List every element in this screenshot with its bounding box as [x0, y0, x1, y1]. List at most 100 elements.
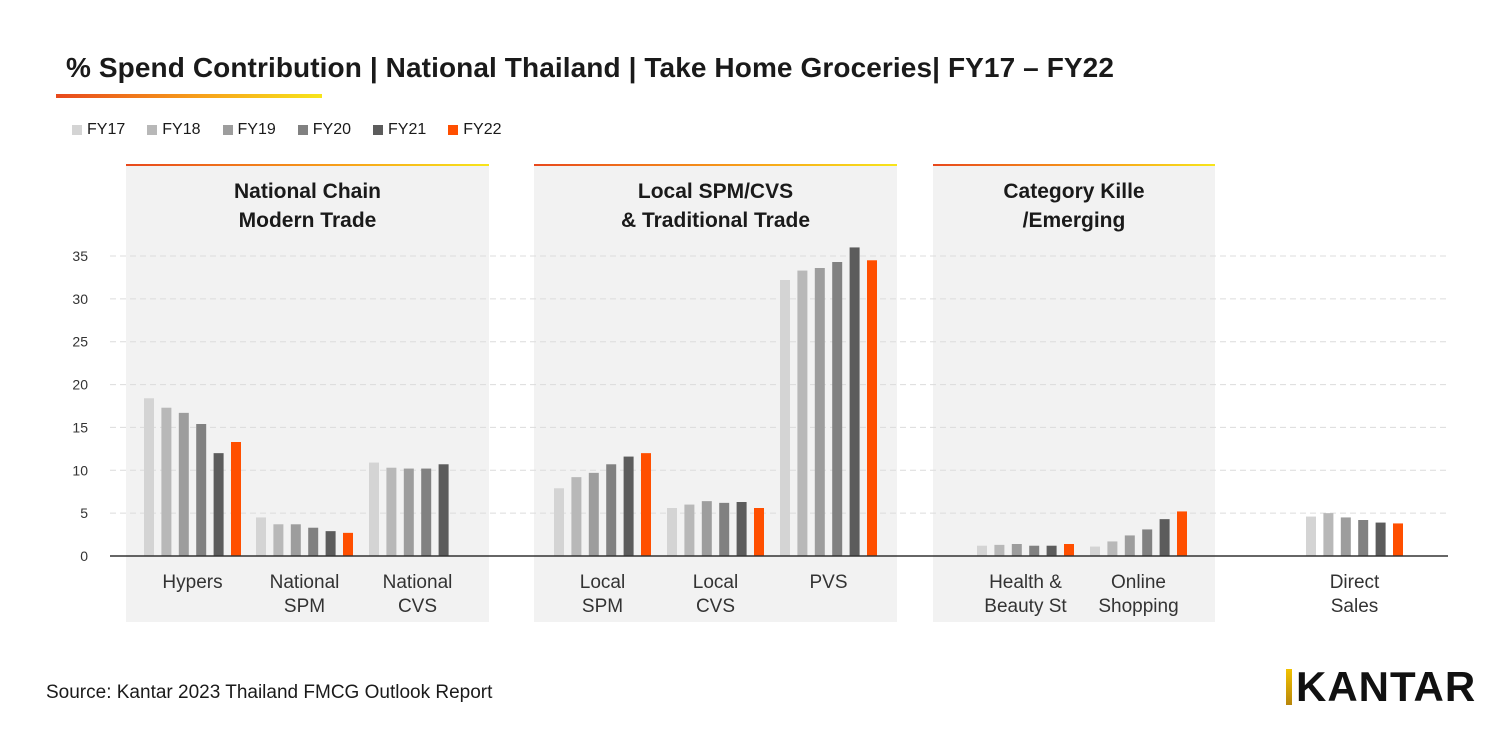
y-tick-label: 20 — [72, 377, 88, 393]
x-tick-label: Direct Sales — [1330, 572, 1380, 617]
bar-fy19 — [178, 412, 189, 556]
legend-label: FY20 — [312, 121, 351, 138]
bar-fy22 — [343, 532, 353, 556]
bar-fy18 — [1323, 513, 1334, 556]
bar-fy19 — [701, 501, 712, 556]
y-tick-label: 35 — [72, 248, 88, 264]
bar-fy18 — [273, 524, 284, 556]
bar-fy19 — [1124, 535, 1135, 556]
bar-fy19 — [1011, 544, 1022, 556]
legend-item-fy17: FY17 — [72, 121, 125, 139]
bar-fy18 — [994, 544, 1005, 556]
legend-label: FY22 — [463, 121, 502, 138]
x-tick-label: Online Shopping — [1098, 572, 1178, 617]
legend-label: FY17 — [87, 121, 126, 138]
bar-fy19 — [403, 468, 414, 556]
legend-item-fy19: FY19 — [222, 121, 276, 139]
bar-fy21 — [325, 531, 336, 556]
grid-lines: 0 5 10 15 20 25 30 35 — [72, 248, 1448, 564]
legend-label: FY18 — [162, 121, 201, 138]
group-panel-accent — [126, 164, 489, 166]
chart-title: % Spend Contribution | National Thailand… — [66, 52, 1115, 83]
source-note: Source: Kantar 2023 Thailand FMCG Outloo… — [46, 682, 493, 703]
legend-swatch — [297, 125, 308, 135]
legend-item-fy22: FY22 — [448, 121, 502, 139]
bar-fy17 — [1090, 546, 1100, 556]
y-tick-label: 10 — [72, 462, 88, 478]
bar-fy17 — [667, 508, 677, 556]
group-label: Local SPM/CVS & Traditional Trade — [621, 180, 810, 232]
bar-fy19 — [290, 524, 301, 556]
bar-fy19 — [814, 268, 825, 556]
bar-fy20 — [1029, 545, 1040, 556]
bar-fy22 — [867, 260, 877, 556]
bar-fy20 — [719, 502, 730, 556]
bar-fy20 — [1142, 529, 1153, 556]
bar-fy21 — [623, 456, 634, 556]
legend-label: FY21 — [388, 121, 427, 138]
bars — [110, 247, 1448, 557]
bar-fy20 — [196, 424, 207, 556]
bar-fy19 — [1340, 517, 1351, 556]
legend-label: FY19 — [237, 121, 276, 138]
bar-fy22 — [641, 453, 651, 556]
y-tick-label: 25 — [72, 334, 88, 350]
bar-fy20 — [832, 262, 843, 556]
bar-fy18 — [1107, 541, 1118, 556]
bar-fy17 — [977, 545, 987, 556]
bar-fy17 — [1306, 516, 1316, 556]
bar-fy20 — [421, 468, 432, 556]
legend-swatch — [448, 125, 459, 135]
group-panel-accent — [534, 164, 897, 166]
group-panel-accent — [933, 164, 1215, 166]
legend-swatch — [72, 125, 82, 135]
legend-swatch — [222, 125, 233, 135]
legend-swatch — [147, 125, 158, 135]
bar-fy17 — [256, 517, 266, 556]
bar-fy22 — [1393, 523, 1403, 556]
legend-item-fy21: FY21 — [373, 121, 426, 139]
x-tick-label: Hypers — [162, 572, 222, 593]
x-tick-label: National CVS — [383, 572, 453, 617]
bar-fy17 — [780, 280, 790, 556]
group-panel — [534, 165, 897, 622]
bar-fy20 — [1358, 520, 1369, 556]
bar-fy21 — [736, 502, 747, 556]
group-label: Category Kille/Emerging — [1003, 180, 1144, 232]
bar-fy17 — [369, 462, 379, 556]
x-tick-label: Local CVS — [693, 572, 738, 617]
legend-swatch — [373, 125, 383, 135]
bar-fy21 — [849, 247, 860, 556]
y-tick-label: 30 — [72, 291, 88, 307]
x-tick-label: National SPM — [270, 572, 340, 617]
bar-fy18 — [386, 467, 397, 556]
bar-fy18 — [797, 270, 808, 556]
chart-legend: FY17 FY18 FY19 FY20 FY21 FY22 — [72, 121, 524, 139]
legend-item-fy20: FY20 — [297, 121, 351, 139]
logo-text: KANTAR — [1296, 663, 1477, 710]
category-labels: Hypers National SPM National CVS Local SPM Loca… — [162, 572, 1380, 617]
bar-fy21 — [1375, 522, 1386, 556]
x-tick-label: PVS — [809, 572, 847, 593]
bar-fy17 — [554, 488, 564, 556]
y-tick-label: 0 — [80, 548, 88, 564]
bar-fy20 — [606, 464, 617, 556]
bar-fy21 — [1046, 545, 1057, 556]
x-tick-label: Health & Beauty St — [984, 572, 1067, 617]
logo-bar — [1286, 669, 1292, 705]
title-underline — [56, 94, 322, 98]
bar-fy18 — [161, 407, 172, 556]
bar-fy17 — [144, 398, 154, 556]
bar-fy19 — [588, 472, 599, 556]
bar-fy21 — [438, 464, 449, 556]
legend-item-fy18: FY18 — [147, 121, 201, 139]
bar-fy21 — [1159, 519, 1170, 556]
x-tick-label: Local SPM — [580, 572, 625, 617]
bar-fy22 — [231, 442, 241, 556]
kantar-logo: KANTAR — [1286, 666, 1476, 708]
bar-fy21 — [213, 453, 224, 556]
bar-fy18 — [684, 504, 695, 556]
y-tick-label: 15 — [72, 419, 88, 435]
group-label: National Chain Modern Trade — [234, 180, 381, 232]
